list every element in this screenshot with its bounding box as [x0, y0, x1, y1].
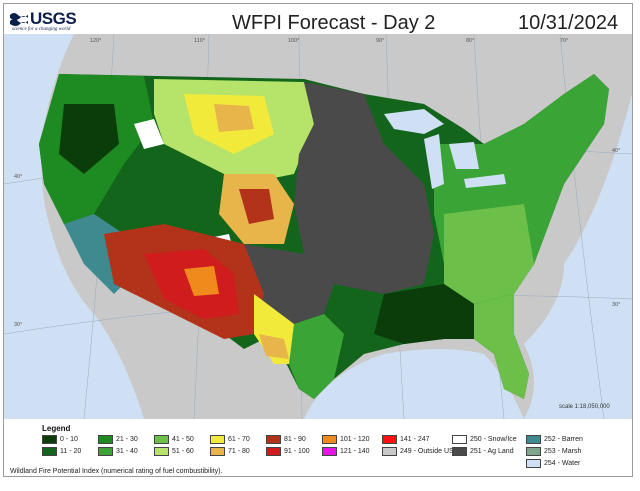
legend-label: 81 - 90: [284, 436, 306, 443]
legend-swatch: [98, 435, 113, 444]
legend-swatch: [526, 459, 541, 468]
legend-label: 249 - Outside US: [400, 448, 454, 455]
lon-label: 80°: [466, 38, 474, 44]
legend-swatch: [526, 435, 541, 444]
legend-swatch: [154, 447, 169, 456]
legend-item: 61 - 70: [210, 435, 250, 445]
legend-label: 250 - Snow/Ice: [470, 436, 517, 443]
lat-label: 40°: [612, 148, 620, 154]
legend-label: 51 - 60: [172, 448, 194, 455]
usgs-wave-icon: [10, 13, 28, 26]
legend-swatch: [322, 447, 337, 456]
mid-atlantic-region: [444, 204, 534, 304]
usgs-logo-text: USGS: [30, 9, 77, 28]
lon-label: 70°: [560, 38, 568, 44]
florida-region: [474, 294, 529, 399]
legend-item: 121 - 140: [322, 447, 370, 457]
legend-item: 251 - Ag Land: [452, 447, 514, 457]
legend-label: 101 - 120: [340, 436, 370, 443]
legend-title: Legend: [42, 424, 71, 433]
map-title: WFPI Forecast - Day 2: [232, 12, 436, 34]
legend-label: 253 - Marsh: [544, 448, 582, 455]
legend-label: 252 - Barren: [544, 436, 583, 443]
lat-label: 40°: [14, 174, 22, 180]
legend-item: 254 - Water: [526, 459, 580, 469]
legend-item: 51 - 60: [154, 447, 194, 457]
colorado-red-patch: [239, 189, 274, 224]
legend-item: 31 - 40: [98, 447, 138, 457]
legend-item: 81 - 90: [266, 435, 306, 445]
map-frame: USGS science for a changing world WFPI F…: [3, 3, 633, 477]
legend-item: 141 - 247: [382, 435, 430, 445]
usgs-logo-tagline: science for a changing world: [12, 27, 71, 32]
lake-superior: [384, 109, 444, 134]
legend-label: 21 - 30: [116, 436, 138, 443]
legend-swatch: [98, 447, 113, 456]
legend-item: 91 - 100: [266, 447, 310, 457]
legend-item: 250 - Snow/Ice: [452, 435, 517, 445]
legend-swatch: [42, 435, 57, 444]
wfpi-map: 120° 110° 100° 90° 80° 70° 40° 30° 40° 3…: [4, 34, 632, 419]
legend-item: 41 - 50: [154, 435, 194, 445]
cascades-region: [59, 104, 119, 174]
legend-swatch: [382, 447, 397, 456]
legend-item: 71 - 80: [210, 447, 250, 457]
legend-swatch: [210, 435, 225, 444]
atlantic-ocean: [524, 94, 632, 419]
canada-area: [74, 34, 632, 94]
legend-label: 141 - 247: [400, 436, 430, 443]
legend-swatch: [322, 435, 337, 444]
legend-label: 91 - 100: [284, 448, 310, 455]
pacific-ocean: [4, 34, 144, 419]
lon-label: 120°: [90, 38, 101, 44]
gulf-of-mexico: [304, 349, 524, 419]
legend-swatch: [452, 435, 467, 444]
southwest-orange-patch: [184, 266, 219, 296]
west-texas-patch: [259, 334, 289, 359]
map-scale: scale 1:18,050,000: [559, 404, 610, 410]
legend-label: 41 - 50: [172, 436, 194, 443]
southeast-region: [374, 284, 474, 344]
lake-huron: [449, 142, 479, 169]
texas-region: [289, 314, 344, 399]
legend-item: 252 - Barren: [526, 435, 583, 445]
legend-footnote: Wildland Fire Potential Index (numerical…: [10, 468, 223, 475]
legend-item: 21 - 30: [98, 435, 138, 445]
montana-hot-spot: [214, 104, 254, 132]
legend-swatch: [382, 435, 397, 444]
legend-label: 121 - 140: [340, 448, 370, 455]
legend: Legend 0 - 10 11 - 20 21 - 30 31 - 40 41…: [4, 420, 632, 476]
legend-label: 61 - 70: [228, 436, 250, 443]
lon-label: 90°: [376, 38, 384, 44]
legend-item: 0 - 10: [42, 435, 78, 445]
usgs-logo: USGS science for a changing world: [10, 9, 100, 35]
legend-item: 101 - 120: [322, 435, 370, 445]
legend-label: 71 - 80: [228, 448, 250, 455]
lake-michigan: [424, 134, 444, 189]
lon-label: 110°: [194, 38, 205, 44]
legend-swatch: [266, 447, 281, 456]
map-header: USGS science for a changing world WFPI F…: [4, 4, 632, 38]
snow-patch: [134, 119, 164, 149]
legend-item: 253 - Marsh: [526, 447, 581, 457]
legend-label: 11 - 20: [60, 448, 82, 455]
lat-label: 30°: [14, 322, 22, 328]
legend-swatch: [452, 447, 467, 456]
legend-item: 11 - 20: [42, 447, 81, 457]
legend-label: 251 - Ag Land: [470, 448, 514, 455]
lake-erie: [464, 174, 506, 188]
ag-land-central: [294, 82, 434, 294]
legend-item: 249 - Outside US: [382, 447, 454, 457]
legend-label: 31 - 40: [116, 448, 138, 455]
legend-swatch: [266, 435, 281, 444]
legend-swatch: [154, 435, 169, 444]
legend-swatch: [210, 447, 225, 456]
lat-label: 30°: [612, 302, 620, 308]
legend-swatch: [526, 447, 541, 456]
legend-label: 0 - 10: [60, 436, 78, 443]
legend-label: 254 - Water: [544, 460, 581, 467]
lon-label: 100°: [288, 38, 299, 44]
forecast-date: 10/31/2024: [518, 12, 619, 34]
legend-swatch: [42, 447, 57, 456]
